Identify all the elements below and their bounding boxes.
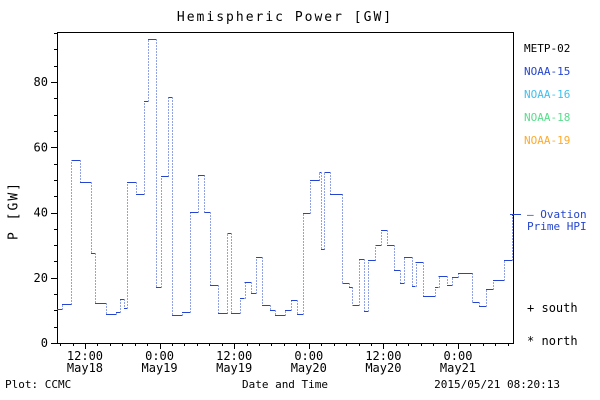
ovation-legend: – Ovation Prime HPI	[527, 209, 587, 233]
x-tick-date-label: May20	[365, 361, 401, 375]
north-marker-legend: * north	[527, 334, 578, 348]
y-axis-label: P [GW]	[6, 181, 22, 240]
y-tick-label: 60	[34, 140, 48, 154]
legend-item-noaa-19: NOAA-19	[524, 134, 571, 147]
x-tick-time-label: 12:00	[216, 349, 252, 363]
x-tick-time-label: 0:00	[444, 349, 473, 363]
timestamp: 2015/05/21 08:20:13	[434, 378, 560, 391]
legend-item-noaa-18: NOAA-18	[524, 111, 571, 124]
x-tick-date-label: May18	[67, 361, 103, 375]
x-tick-date-label: May20	[291, 361, 327, 375]
south-marker-legend: + south	[527, 301, 578, 315]
chart-title: Hemispheric Power [GW]	[176, 10, 394, 25]
y-tick-label: 20	[34, 271, 48, 285]
y-tick-label: 0	[41, 336, 48, 350]
power-step-line	[57, 39, 513, 316]
x-tick-date-label: May19	[142, 361, 178, 375]
north-label: north	[541, 334, 578, 348]
x-tick-time-label: 12:00	[67, 349, 103, 363]
south-label: south	[541, 301, 578, 315]
x-tick-date-label: May21	[440, 361, 476, 375]
ovation-legend-line2: Prime HPI	[527, 220, 587, 233]
x-axis-label: Date and Time	[241, 378, 329, 391]
x-tick-time-label: 0:00	[145, 349, 174, 363]
legend-item-metp-02: METP-02	[524, 42, 571, 55]
ovation-legend-line1: – Ovation	[527, 208, 587, 221]
plus-icon: +	[527, 301, 535, 315]
y-tick-label: 80	[34, 75, 48, 89]
legend-item-noaa-15: NOAA-15	[524, 65, 571, 78]
satellite-legend: METP-02 NOAA-15 NOAA-16 NOAA-18 NOAA-19	[524, 42, 570, 157]
ovation-legend-marker	[510, 214, 521, 215]
asterisk-icon: *	[527, 334, 535, 348]
x-tick-time-label: 0:00	[294, 349, 323, 363]
x-tick-time-label: 12:00	[365, 349, 401, 363]
legend-item-noaa-16: NOAA-16	[524, 88, 571, 101]
y-tick-label: 40	[34, 206, 48, 220]
x-tick-date-label: May19	[216, 361, 252, 375]
plot-credit: Plot: CCMC	[5, 378, 72, 391]
axes-frame	[57, 32, 514, 344]
